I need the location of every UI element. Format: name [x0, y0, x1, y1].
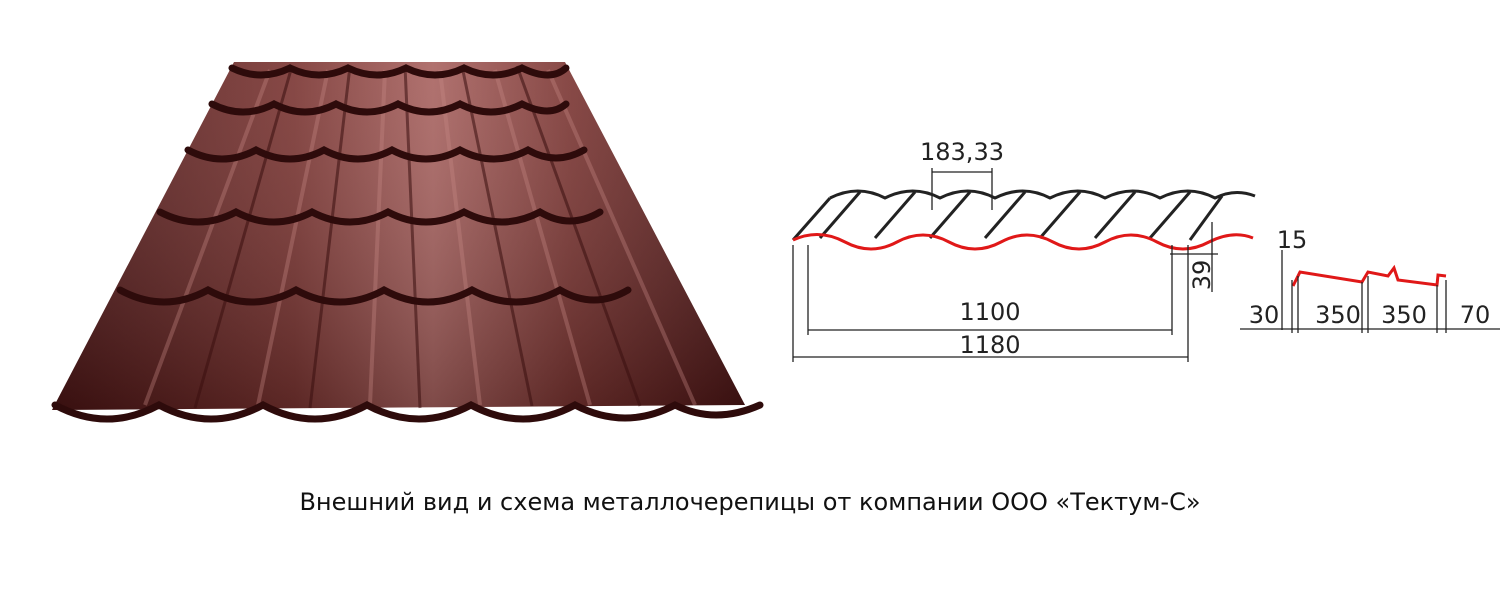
wave-profile-red-edge	[792, 233, 1254, 251]
wave-profile-drawing: 183,33 1100 1180 39	[791, 138, 1256, 362]
tile-steps	[51, 64, 764, 423]
figure-caption: Внешний вид и схема металлочерепицы от к…	[299, 488, 1201, 516]
wave-pitch-label: 183,33	[920, 138, 1004, 166]
tile-channels	[193, 65, 642, 409]
tile-highlights	[143, 69, 697, 406]
wave-profile-outline	[791, 189, 1256, 241]
effective-width-label: 1100	[959, 298, 1020, 326]
wave-height-label: 39	[1188, 260, 1216, 291]
step-profile-dim-lines	[1240, 250, 1500, 333]
tile-sheet-illustration	[51, 62, 764, 423]
side-right-label: 70	[1460, 301, 1491, 329]
step-2-label: 350	[1381, 301, 1427, 329]
step-profile-drawing: 15 30 350 350 70	[1240, 226, 1500, 333]
wave-profile-dim-lines	[792, 168, 1218, 362]
step-profile-red-line	[1291, 264, 1447, 287]
step-1-label: 350	[1315, 301, 1361, 329]
total-width-label: 1180	[959, 331, 1020, 359]
step-height-label: 15	[1277, 226, 1308, 254]
side-left-label: 30	[1249, 301, 1280, 329]
